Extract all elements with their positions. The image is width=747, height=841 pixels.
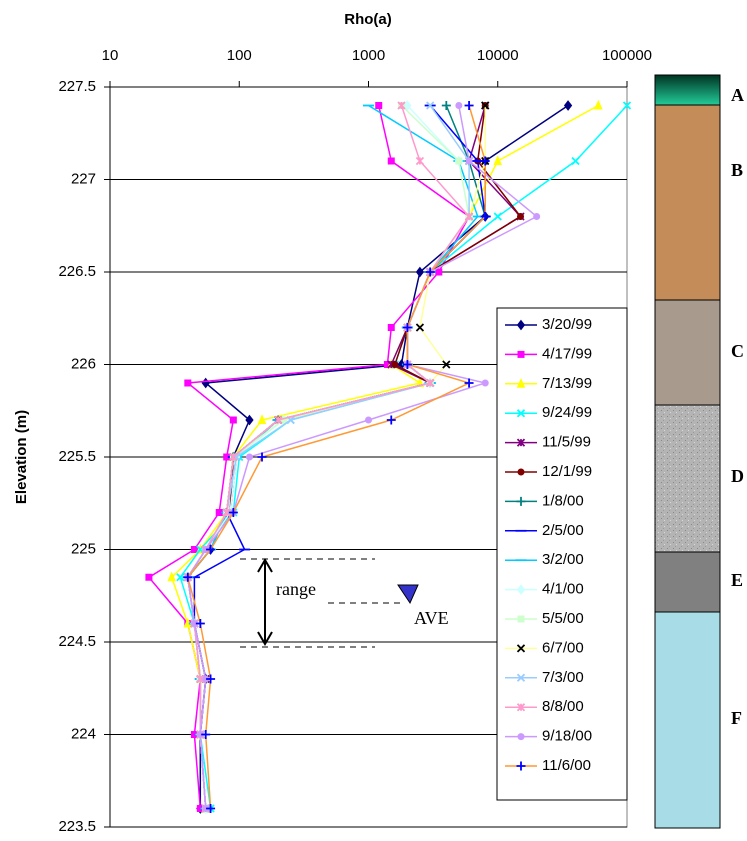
y-tick-label: 225 (71, 540, 96, 557)
y-tick-label: 226 (71, 355, 96, 372)
marker (184, 380, 191, 387)
y-axis-label: Elevation (m) (13, 410, 30, 504)
y-tick-label: 223.5 (58, 818, 96, 835)
layer-label: C (731, 341, 744, 361)
legend-label: 11/6/00 (542, 757, 591, 774)
marker (517, 213, 524, 220)
marker (365, 417, 372, 424)
marker (388, 158, 395, 165)
legend: 3/20/99 4/17/99 7/13/99 9/24/99 11/5/99 12/1/… (497, 308, 627, 800)
marker (375, 102, 382, 109)
legend-label: 2/5/00 (542, 522, 584, 539)
layer-label: E (731, 570, 743, 590)
x-tick-label: 10 (102, 47, 119, 64)
legend-marker (518, 733, 525, 740)
marker (466, 158, 473, 165)
legend-label: 12/1/99 (542, 463, 592, 480)
strata-column (655, 75, 720, 828)
y-tick-label: 224.5 (58, 633, 96, 650)
y-tick-label: 226.5 (58, 263, 96, 280)
marker (455, 158, 462, 165)
layer-label: D (731, 466, 744, 486)
marker (246, 454, 253, 461)
legend-label: 7/13/99 (542, 375, 592, 392)
legend-label: 6/7/00 (542, 639, 584, 656)
x-tick-label: 100000 (602, 47, 652, 64)
legend-label: 4/1/00 (542, 581, 584, 598)
legend-marker (518, 351, 525, 358)
chart: Rho(a) Elevation (m) 227.5 227 226.5 226 225… (0, 0, 747, 836)
legend-label: 11/5/99 (542, 434, 591, 451)
marker (388, 324, 395, 331)
legend-label: 8/8/00 (542, 698, 584, 715)
legend-label: 1/8/00 (542, 492, 584, 509)
y-tick-label: 225.5 (58, 448, 96, 465)
y-tick-label: 227 (71, 170, 96, 187)
legend-label: 9/18/00 (542, 728, 592, 745)
annotation-text: AVE (414, 608, 449, 628)
legend-label: 4/17/99 (542, 345, 592, 362)
legend-label: 5/5/00 (542, 610, 584, 627)
marker (230, 417, 237, 424)
legend-label: 3/2/00 (542, 551, 584, 568)
marker (455, 102, 462, 109)
y-tick-label: 224 (71, 725, 96, 742)
x-tick-label: 1000 (352, 47, 385, 64)
layer-label: A (731, 85, 744, 105)
annotation-text: range (276, 579, 316, 599)
legend-marker (518, 616, 525, 623)
x-tick-label: 100 (227, 47, 252, 64)
marker (145, 574, 152, 581)
layer-label: B (731, 160, 743, 180)
marker (533, 213, 540, 220)
layer-label: F (731, 708, 742, 728)
marker (391, 361, 398, 368)
chart-title: Rho(a) (344, 11, 392, 28)
y-tick-label: 227.5 (58, 78, 96, 95)
legend-label: 7/3/00 (542, 669, 584, 686)
legend-label: 9/24/99 (542, 404, 592, 421)
x-tick-label: 10000 (477, 47, 519, 64)
marker (482, 380, 489, 387)
legend-marker (518, 469, 525, 476)
legend-label: 3/20/99 (542, 316, 592, 333)
